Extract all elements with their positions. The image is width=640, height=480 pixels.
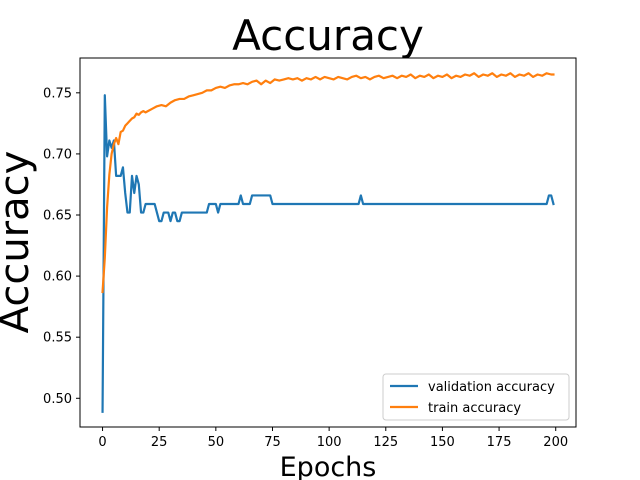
legend: validation accuracy train accuracy [382,373,570,421]
x-axis-ticks: 0 25 50 75 100 125 150 175 200 [98,427,568,450]
y-axis-ticks: 0.50 0.55 0.60 0.65 0.70 0.75 [43,86,80,407]
y-tick-label: 0.65 [43,209,72,224]
x-tick-label: 175 [487,435,512,450]
legend-label-train: train accuracy [428,401,521,416]
y-axis-label: Accuracy [0,151,38,334]
series-line-train-accuracy [101,72,555,294]
legend-label-validation: validation accuracy [428,380,555,395]
y-tick-label: 0.50 [43,392,72,407]
x-tick-label: 50 [208,435,225,450]
chart-title: Accuracy [232,11,424,60]
plot-lines [101,72,555,413]
x-axis-label: Epochs [280,452,377,480]
x-tick-label: 25 [151,435,168,450]
y-tick-label: 0.70 [43,147,72,162]
x-tick-label: 75 [264,435,281,450]
y-tick-label: 0.60 [43,270,72,285]
y-tick-label: 0.55 [43,331,72,346]
x-tick-label: 150 [430,435,455,450]
x-tick-label: 100 [317,435,342,450]
x-tick-label: 200 [543,435,568,450]
legend-box [382,373,570,421]
plot-frame [79,57,577,428]
x-tick-label: 0 [98,435,106,450]
series-line-validation-accuracy [101,94,555,413]
x-tick-label: 125 [373,435,398,450]
y-tick-label: 0.75 [43,86,72,101]
